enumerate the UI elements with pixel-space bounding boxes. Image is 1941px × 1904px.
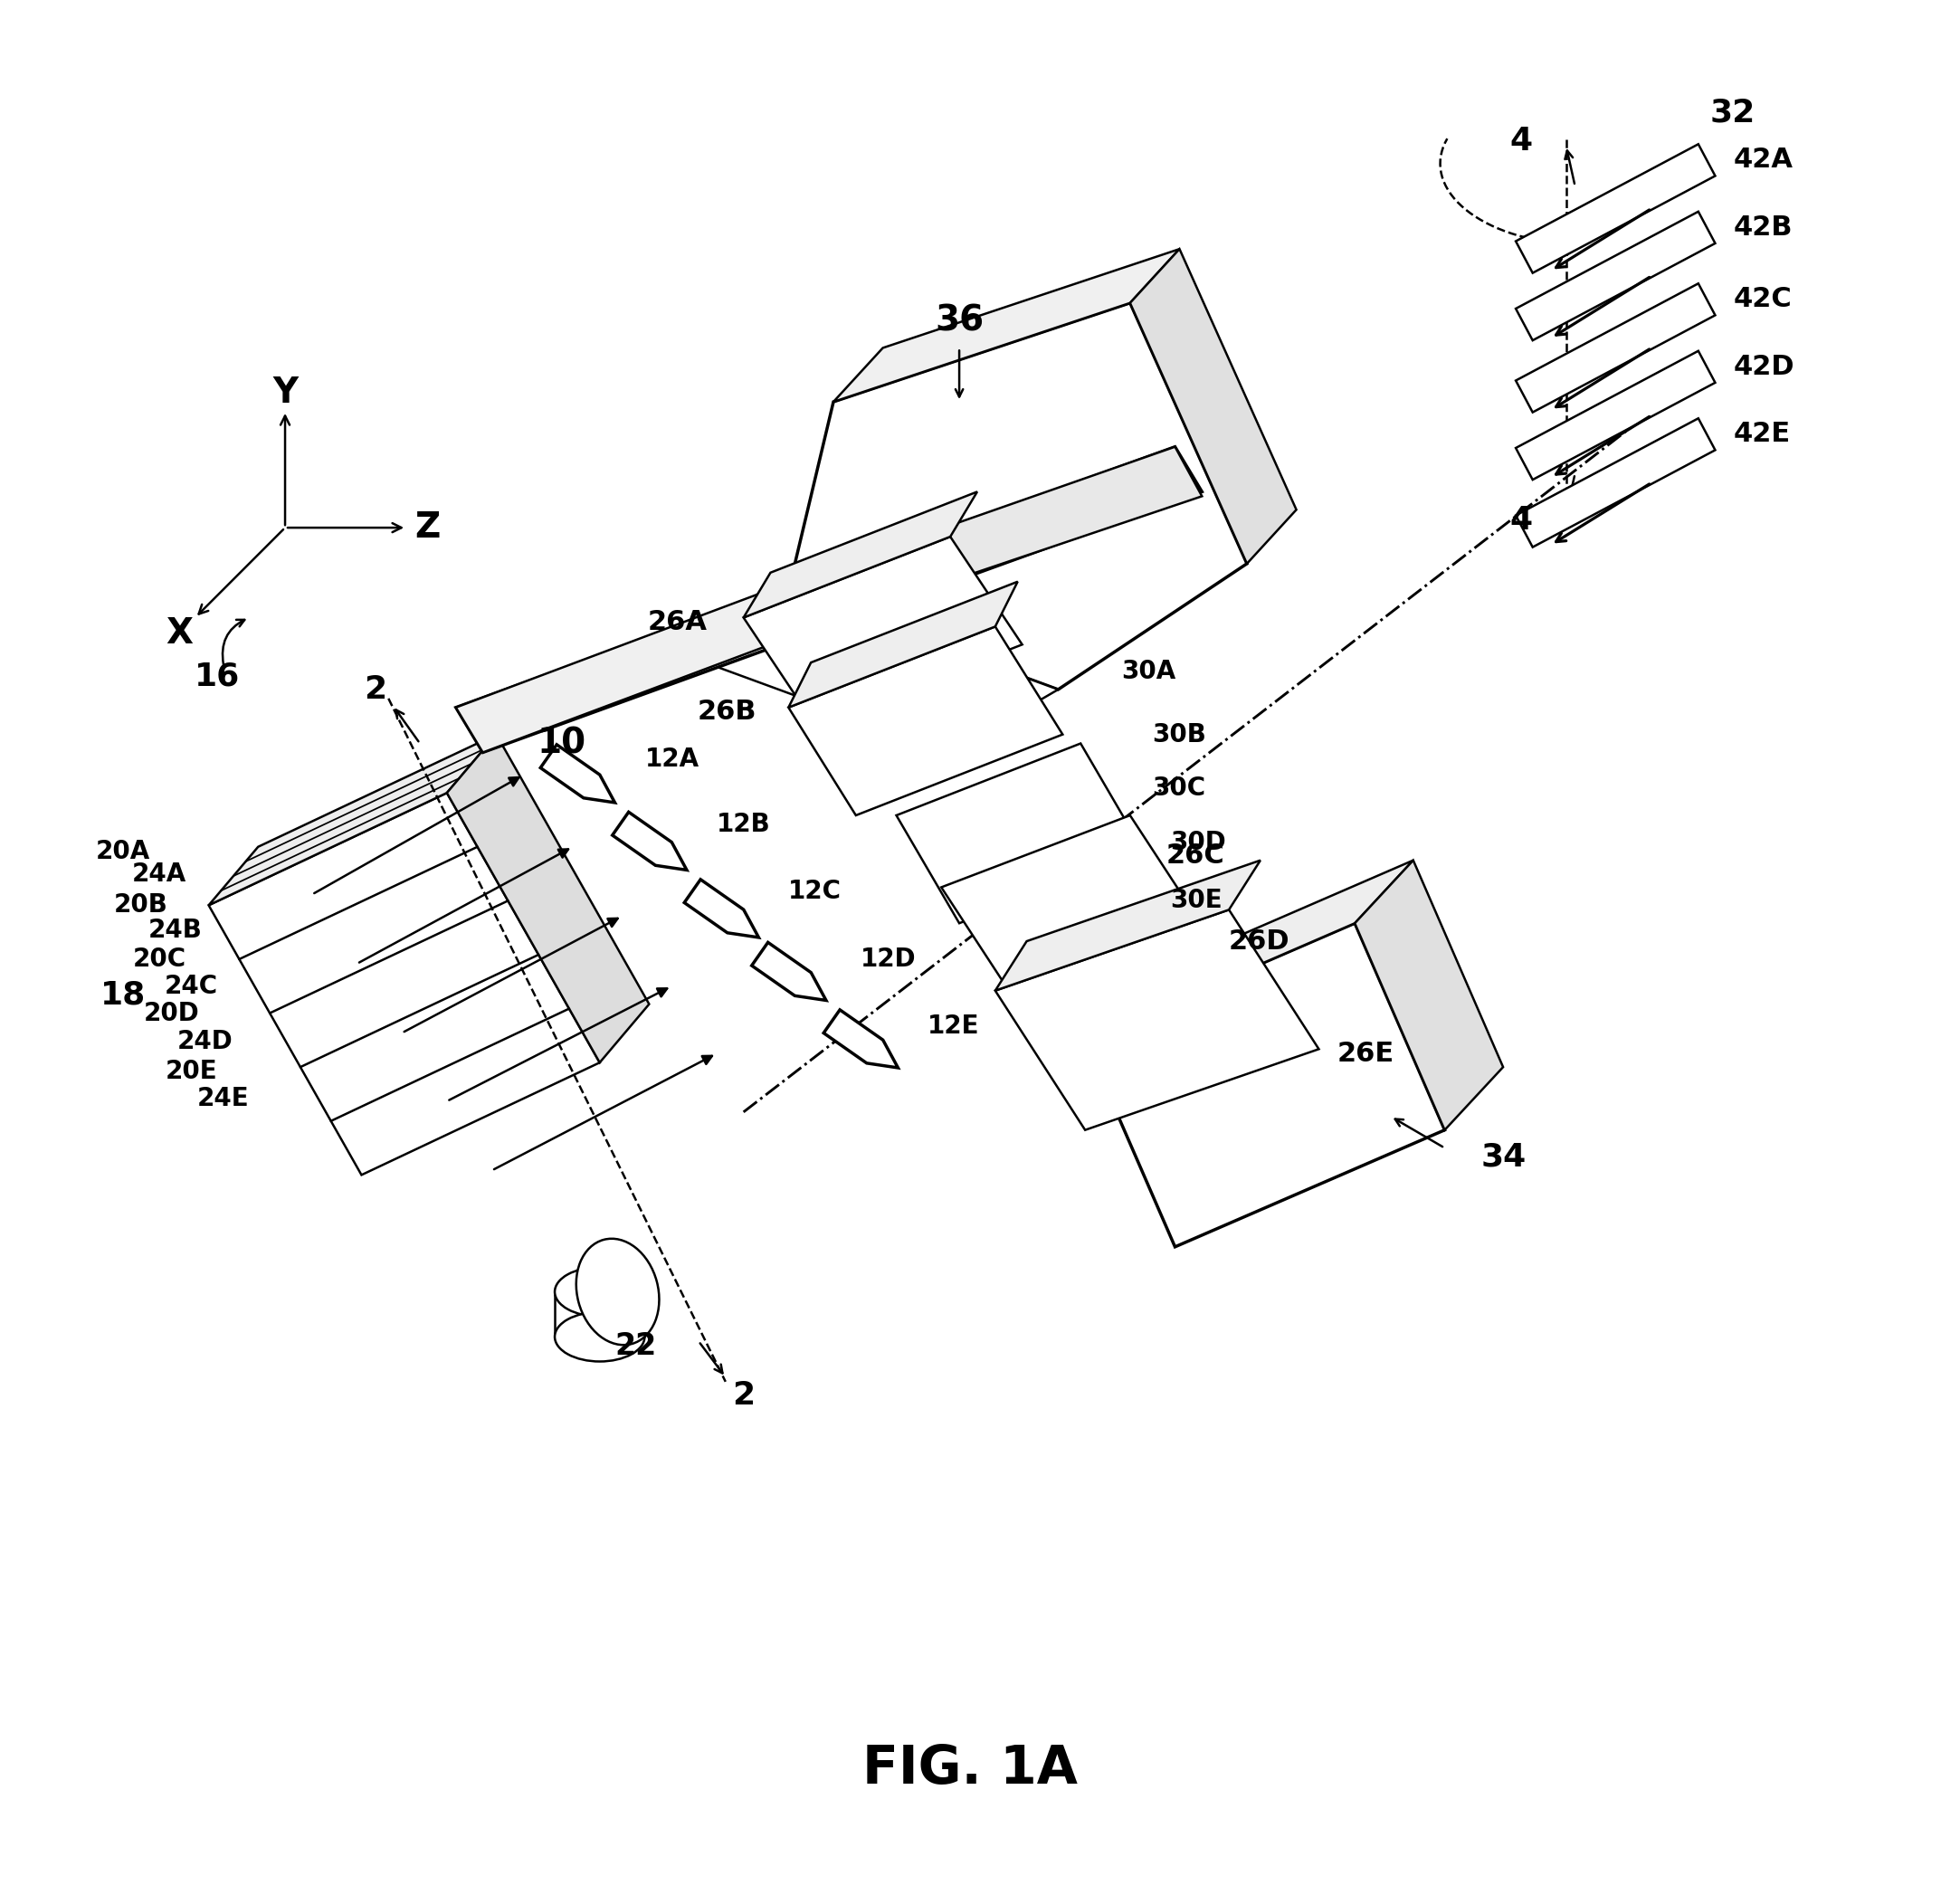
Text: 24D: 24D <box>177 1030 233 1055</box>
Polygon shape <box>540 744 615 803</box>
Text: 4: 4 <box>1510 505 1533 535</box>
Text: 42C: 42C <box>1733 286 1792 312</box>
Polygon shape <box>681 590 1058 752</box>
Polygon shape <box>897 743 1143 923</box>
Text: 24B: 24B <box>148 918 202 942</box>
Polygon shape <box>788 581 1017 708</box>
Text: 20E: 20E <box>165 1059 217 1083</box>
Text: 4: 4 <box>1510 126 1533 156</box>
Polygon shape <box>611 811 687 870</box>
Polygon shape <box>1516 145 1716 272</box>
Text: 30C: 30C <box>1153 775 1205 802</box>
Text: 26B: 26B <box>697 699 757 725</box>
Text: 26C: 26C <box>1167 843 1225 868</box>
Text: 20D: 20D <box>144 1000 200 1026</box>
Polygon shape <box>446 735 648 1062</box>
Polygon shape <box>815 447 1201 617</box>
Text: 2: 2 <box>732 1380 755 1411</box>
Polygon shape <box>743 537 1023 725</box>
Text: 42A: 42A <box>1733 147 1793 173</box>
Text: FIG. 1A: FIG. 1A <box>862 1742 1077 1794</box>
Text: 12D: 12D <box>860 946 916 971</box>
Text: 26D: 26D <box>1229 927 1291 954</box>
Text: X: X <box>165 617 192 651</box>
Polygon shape <box>685 880 759 937</box>
Polygon shape <box>210 735 497 904</box>
Ellipse shape <box>555 1266 644 1316</box>
Text: 20C: 20C <box>132 946 186 971</box>
Polygon shape <box>456 573 842 752</box>
Text: 36: 36 <box>936 305 984 339</box>
Polygon shape <box>941 815 1207 1003</box>
Ellipse shape <box>576 1240 660 1344</box>
Text: 2: 2 <box>363 674 386 704</box>
Text: 12C: 12C <box>788 880 842 904</box>
Polygon shape <box>823 1009 899 1068</box>
Text: Y: Y <box>272 375 297 409</box>
Polygon shape <box>1516 350 1716 480</box>
Text: 12E: 12E <box>928 1015 980 1040</box>
Text: 12A: 12A <box>644 746 699 773</box>
Text: 24C: 24C <box>165 973 217 1000</box>
Text: 42E: 42E <box>1733 421 1792 447</box>
Text: Z: Z <box>413 510 441 545</box>
Polygon shape <box>996 910 1318 1129</box>
Text: 26A: 26A <box>648 609 708 636</box>
Polygon shape <box>1516 284 1716 413</box>
Polygon shape <box>996 861 1260 990</box>
Text: 30D: 30D <box>1170 830 1227 855</box>
Text: 34: 34 <box>1481 1142 1526 1173</box>
Polygon shape <box>833 249 1180 402</box>
Text: 10: 10 <box>538 725 586 760</box>
Polygon shape <box>788 626 1062 815</box>
Polygon shape <box>743 491 976 617</box>
Text: 22: 22 <box>615 1331 656 1361</box>
Text: 30B: 30B <box>1153 722 1207 746</box>
Text: 16: 16 <box>194 661 241 691</box>
Text: 42B: 42B <box>1733 215 1793 240</box>
Polygon shape <box>1516 211 1716 341</box>
Text: 30E: 30E <box>1170 887 1223 914</box>
Polygon shape <box>1085 861 1413 1040</box>
Polygon shape <box>1130 249 1297 564</box>
Polygon shape <box>751 942 827 1000</box>
Polygon shape <box>1516 419 1716 546</box>
Text: 24A: 24A <box>132 861 186 887</box>
Polygon shape <box>788 303 1246 689</box>
Polygon shape <box>1355 861 1502 1129</box>
Ellipse shape <box>555 1312 644 1361</box>
Polygon shape <box>1085 923 1444 1247</box>
Text: 30A: 30A <box>1122 659 1176 684</box>
Text: 20B: 20B <box>115 893 169 918</box>
Text: 42D: 42D <box>1733 354 1795 381</box>
Polygon shape <box>210 792 600 1175</box>
Text: 12B: 12B <box>716 811 771 838</box>
Text: 26E: 26E <box>1337 1040 1394 1066</box>
Text: 20A: 20A <box>95 838 149 864</box>
Text: 32: 32 <box>1710 97 1755 128</box>
Text: 18: 18 <box>101 981 146 1011</box>
Text: 24E: 24E <box>196 1085 248 1112</box>
Polygon shape <box>456 447 1201 752</box>
